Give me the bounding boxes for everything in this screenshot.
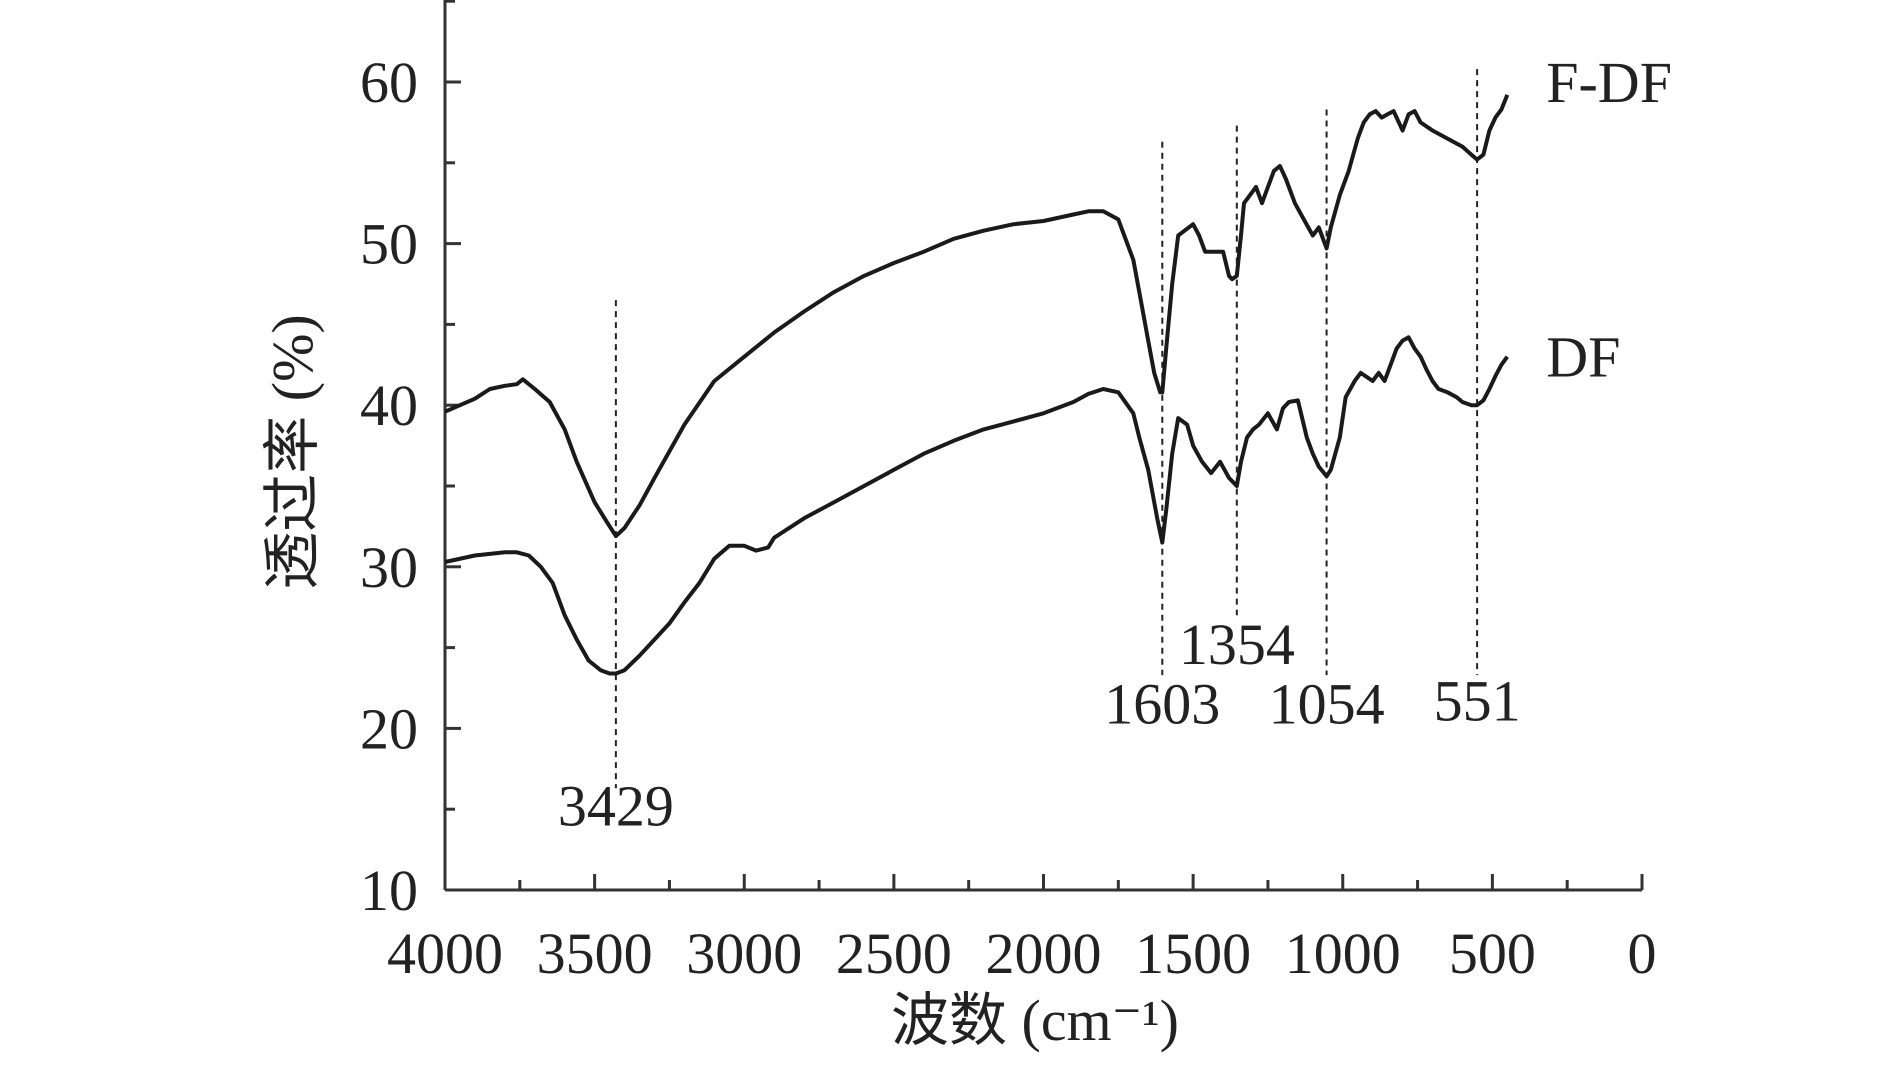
peak-label: 3429 [558, 773, 674, 838]
x-axis-label: 波数 (cm⁻¹) [891, 988, 1179, 1053]
peak-label: 551 [1434, 668, 1521, 733]
series-lines [444, 94, 1510, 676]
x-tick-label: 500 [1449, 921, 1536, 986]
peak-label: 1603 [1104, 672, 1220, 737]
y-tick-label: 60 [360, 50, 418, 115]
y-tick-label: 50 [360, 212, 418, 277]
x-tick-label: 3000 [686, 921, 802, 986]
ticks: 4000 3500 3000 2500 2000 1500 1000 500 0 10 20 30 40… [360, 0, 1657, 986]
x-tick-label: 4000 [387, 921, 503, 986]
y-tick-label: 30 [360, 535, 418, 600]
y-tick-label: 40 [360, 373, 418, 438]
series-line-f-df [444, 94, 1510, 539]
series-label-f-df: F-DF [1546, 50, 1672, 115]
x-tick-label: 1500 [1135, 921, 1251, 986]
chart-labels: F-DF DF [1546, 50, 1672, 390]
peak-label: 1354 [1179, 612, 1295, 677]
x-tick-label: 0 [1628, 921, 1657, 986]
x-tick-label: 2500 [836, 921, 952, 986]
x-tick-label: 2000 [986, 921, 1102, 986]
x-tick-label: 1000 [1285, 921, 1401, 986]
y-tick-label: 20 [360, 696, 418, 761]
peak-label: 1054 [1269, 672, 1385, 737]
series-line-df [444, 335, 1509, 676]
y-axis-label: 透过率 (%) [260, 314, 325, 589]
x-tick-label: 3500 [537, 921, 653, 986]
series-label-df: DF [1546, 325, 1620, 390]
axes [443, 0, 1642, 892]
y-tick-label: 10 [360, 858, 418, 923]
